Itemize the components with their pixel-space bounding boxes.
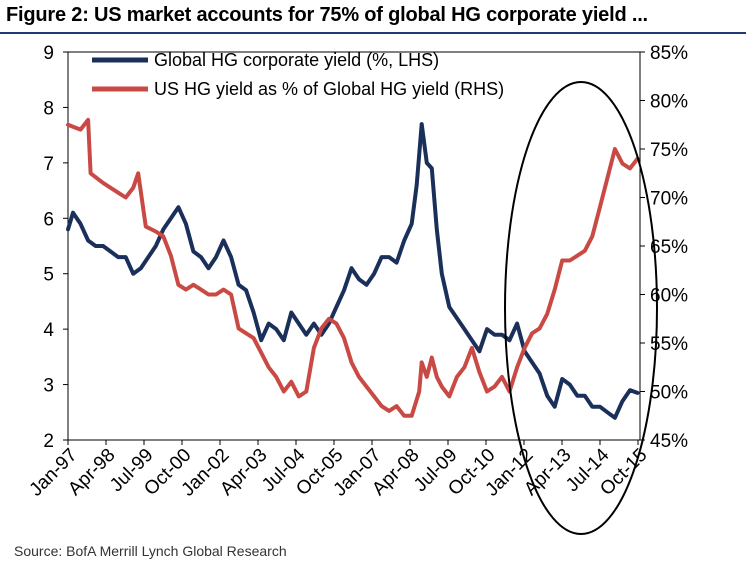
right-tick-label: 45% (650, 431, 688, 452)
left-tick-label: 2 (43, 431, 54, 452)
legend-label-global-yield: Global HG corporate yield (%, LHS) (154, 50, 439, 70)
right-tick-label: 70% (650, 189, 688, 210)
global-hg-yield-line (66, 122, 640, 420)
left-tick-label: 7 (43, 154, 54, 175)
us-share-line (66, 117, 640, 418)
chart-title: Figure 2: US market accounts for 75% of … (6, 4, 648, 26)
left-tick-label: 3 (43, 376, 54, 397)
plot-area (67, 51, 641, 441)
left-tick-label: 6 (43, 209, 54, 230)
right-axis: 45% 50% 55% 60% 65% 70% 75% 80% 85% (640, 43, 688, 452)
right-tick-label: 65% (650, 237, 688, 258)
left-tick-label: 4 (43, 320, 54, 341)
legend: Global HG corporate yield (%, LHS) US HG… (92, 50, 504, 99)
right-tick-label: 85% (650, 43, 688, 64)
title-underline (0, 32, 746, 34)
series-layer (66, 117, 640, 420)
highlight-ellipse (504, 81, 658, 535)
right-tick-label: 55% (650, 334, 688, 355)
left-tick-label: 9 (43, 43, 54, 64)
x-axis: Jan-97Apr-98Jul-99Oct-00Jan-02Apr-03Jul-… (26, 440, 652, 501)
source-note: Source: BofA Merrill Lynch Global Resear… (14, 543, 287, 559)
right-tick-label: 60% (650, 286, 688, 307)
left-tick-label: 5 (43, 265, 54, 286)
right-tick-label: 50% (650, 383, 688, 404)
left-axis: 2 3 4 5 6 7 8 9 (43, 43, 68, 452)
legend-label-us-share: US HG yield as % of Global HG yield (RHS… (154, 79, 504, 99)
right-tick-label: 75% (650, 140, 688, 161)
left-tick-label: 8 (43, 98, 54, 119)
right-tick-label: 80% (650, 92, 688, 113)
